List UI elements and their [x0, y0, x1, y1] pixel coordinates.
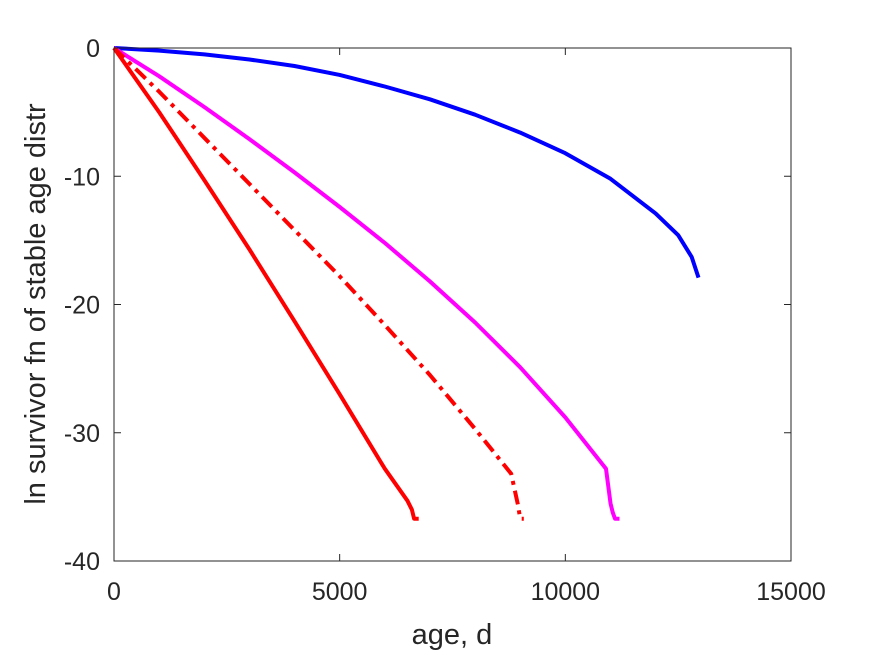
- x-tick-label: 10000: [531, 578, 601, 606]
- series-line-2: [112, 46, 620, 521]
- series-line-1: [113, 46, 701, 279]
- x-tick-label: 0: [107, 578, 121, 606]
- y-tick-label: -40: [64, 548, 100, 576]
- y-tick-label: 0: [86, 35, 100, 63]
- x-axis-label: age, d: [412, 619, 493, 651]
- x-tick-label: 15000: [756, 578, 826, 606]
- y-axis-label: ln survivor fn of stable age distr: [20, 103, 52, 505]
- series-line-4: [112, 46, 419, 521]
- x-tick-label: 5000: [312, 578, 368, 606]
- y-tick-label: -30: [64, 420, 100, 448]
- series-line-3: [112, 46, 524, 521]
- y-tick-label: -20: [64, 292, 100, 320]
- series-layer: [112, 46, 701, 521]
- y-tick-label: -10: [64, 163, 100, 191]
- tick-layer: 0 5000 10000 15000 0 -10 -20 -30 -40: [64, 35, 826, 606]
